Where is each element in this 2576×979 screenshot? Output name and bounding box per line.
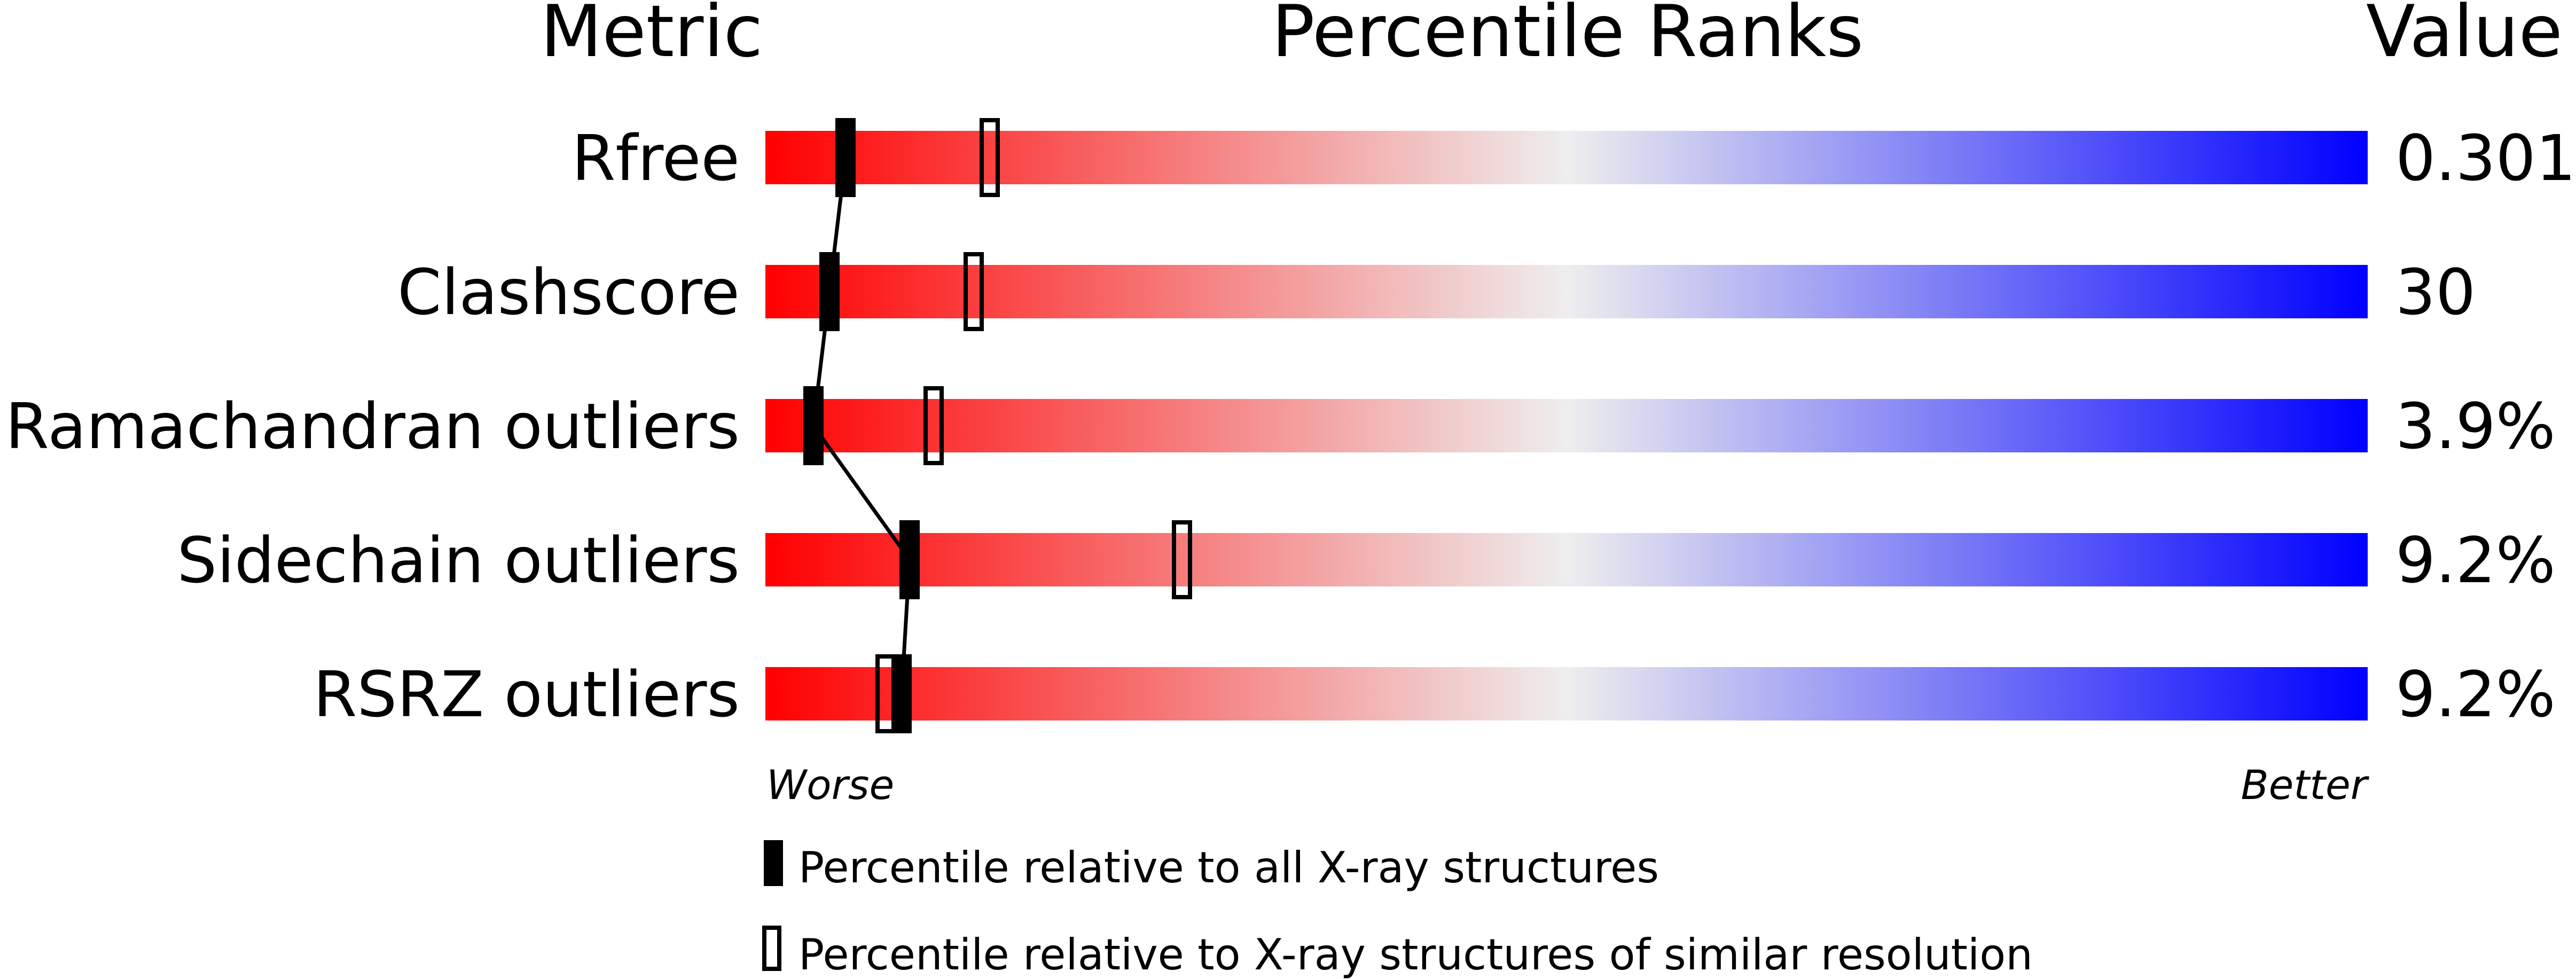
metric-label: Rfree xyxy=(571,121,740,195)
percentile-gradient-bar xyxy=(765,265,2368,318)
row-rsrz-outliers: RSRZ outliers 9.2% xyxy=(313,657,2555,731)
worse-label: Worse xyxy=(766,761,894,809)
percentile-ranks-header: Percentile Ranks xyxy=(1272,0,1864,73)
row-clashscore: Clashscore 30 xyxy=(397,255,2476,329)
metric-header: Metric xyxy=(541,0,763,73)
all-structures-marker xyxy=(819,252,840,331)
legend-hollow-marker-icon xyxy=(762,926,781,971)
metric-label: RSRZ outliers xyxy=(313,657,740,731)
row-ramachandran-outliers: Ramachandran outliers 3.9% xyxy=(5,389,2556,463)
all-structures-marker xyxy=(899,520,920,599)
metric-rows: Rfree 0.301 Clashscore 30 Ramachandran outli… xyxy=(5,121,2576,731)
all-structures-marker xyxy=(803,386,824,465)
metric-value: 3.9% xyxy=(2395,389,2556,463)
all-structures-marker xyxy=(835,118,856,197)
percentile-markers xyxy=(803,118,1192,733)
value-header: Value xyxy=(2366,0,2563,73)
similar-resolution-marker xyxy=(964,252,984,331)
metric-label: Sidechain outliers xyxy=(177,523,740,597)
row-rfree: Rfree 0.301 xyxy=(571,121,2575,195)
percentile-gradient-bar xyxy=(765,399,2368,452)
all-structures-marker xyxy=(891,654,912,733)
metric-value: 9.2% xyxy=(2395,523,2556,597)
similar-resolution-marker xyxy=(923,386,944,465)
better-label: Better xyxy=(2241,761,2370,809)
legend-filled-marker-icon xyxy=(764,840,783,886)
metric-value: 30 xyxy=(2395,255,2476,329)
metric-label: Ramachandran outliers xyxy=(5,389,740,463)
legend-all-structures: Percentile relative to all X-ray structu… xyxy=(798,843,1659,892)
metric-value: 9.2% xyxy=(2395,657,2556,731)
metric-value: 0.301 xyxy=(2395,121,2576,195)
similar-resolution-marker xyxy=(1172,520,1192,599)
percentile-gradient-bar xyxy=(765,533,2368,586)
percentile-gradient-bar xyxy=(765,667,2368,720)
metric-label: Clashscore xyxy=(397,255,740,329)
row-sidechain-outliers: Sidechain outliers 9.2% xyxy=(177,523,2555,597)
legend-similar-resolution: Percentile relative to X-ray structures … xyxy=(798,930,2033,979)
similar-resolution-marker xyxy=(980,118,1000,197)
percentile-gradient-bar xyxy=(765,131,2368,184)
